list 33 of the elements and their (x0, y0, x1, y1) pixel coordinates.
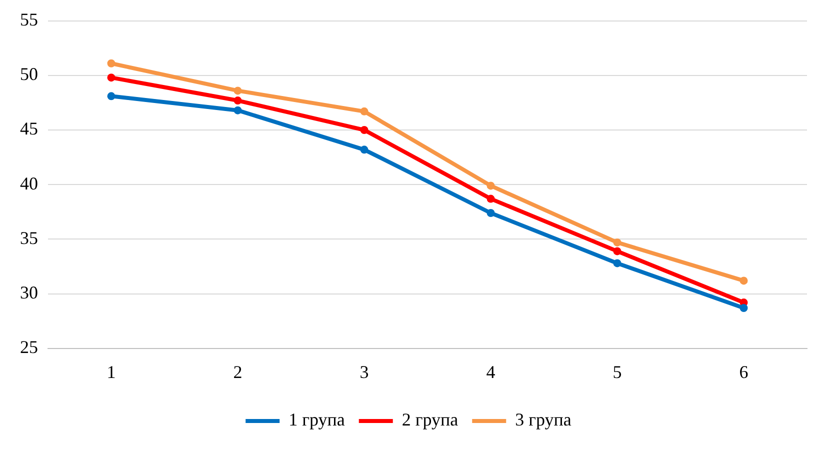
point (234, 96, 242, 105)
point (360, 146, 368, 154)
x-tick-label: 5 (612, 362, 622, 382)
point (613, 247, 622, 256)
point (360, 107, 368, 116)
x-tick-label: 1 (106, 362, 116, 382)
legend-label: 3 група (515, 410, 572, 430)
y-tick-label: 25 (20, 337, 38, 358)
point (740, 276, 748, 285)
point (613, 238, 622, 246)
y-tick-label: 30 (20, 282, 38, 303)
legend-label: 2 група (402, 410, 458, 430)
point (740, 304, 748, 312)
point (234, 106, 242, 114)
point (486, 208, 495, 217)
legend-label: 1 група (288, 410, 345, 430)
point (360, 126, 368, 134)
point (486, 182, 495, 190)
y-tick-label: 35 (20, 228, 38, 248)
point (107, 74, 116, 82)
y-tick-label: 55 (20, 10, 38, 30)
y-tick-label: 50 (20, 64, 38, 84)
point (613, 259, 622, 268)
x-tick-label: 6 (739, 362, 748, 382)
x-tick-label: 4 (486, 362, 496, 382)
point (486, 194, 495, 203)
point (107, 59, 116, 68)
point (107, 92, 116, 100)
y-tick-label: 45 (20, 118, 38, 139)
y-tick-label: 40 (20, 173, 38, 194)
x-tick-label: 2 (233, 362, 242, 382)
x-tick-label: 3 (360, 362, 369, 382)
point (234, 86, 242, 95)
